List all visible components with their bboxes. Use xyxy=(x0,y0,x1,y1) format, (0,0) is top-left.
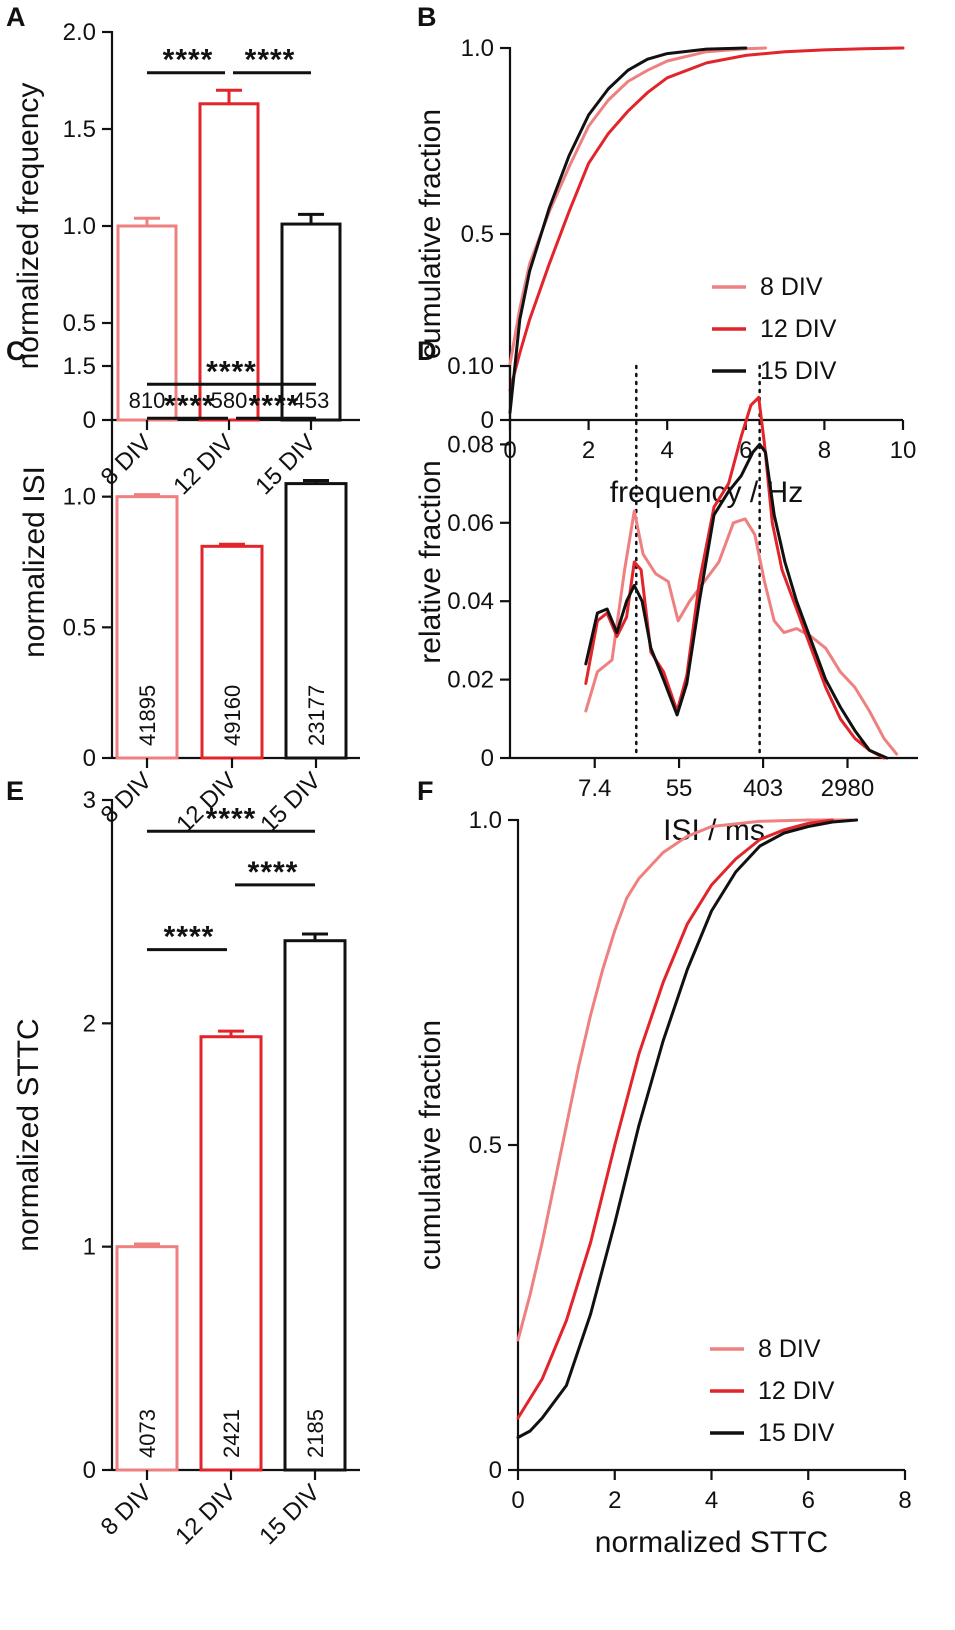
bar-count-label: 23177 xyxy=(304,685,329,746)
series-line-8-div xyxy=(516,818,854,1342)
x-category-label: 8 DIV xyxy=(96,767,158,829)
y-tick-label: 0 xyxy=(83,407,96,434)
bar-count-label: 453 xyxy=(293,388,330,413)
significance-stars: **** xyxy=(206,355,257,388)
x-tick-label: 2980 xyxy=(821,775,874,802)
panel-letter: C xyxy=(6,336,26,366)
x-category-label: 8 DIV xyxy=(96,429,158,491)
panel-a: A 0 0.5 1.0 1.5 2.0 normalized frequency 810 8 D… xyxy=(6,2,360,500)
x-category-label: 12 DIV xyxy=(168,429,239,500)
significance-stars: **** xyxy=(164,921,215,954)
y-tick-label: 0.5 xyxy=(63,310,96,337)
bar xyxy=(283,939,347,1472)
x-category-label: 12 DIV xyxy=(170,1479,241,1550)
series-line-15-div xyxy=(516,818,859,1439)
y-tick-label: 1.5 xyxy=(63,353,96,380)
x-tick-label: 6 xyxy=(802,1487,815,1514)
x-axis-title: frequency / Hz xyxy=(610,476,803,509)
series-line-8-div xyxy=(508,46,767,366)
panel-f: F 0 0.5 1.0 cumulative fraction 0 2 4 6 8 normaliz… xyxy=(414,776,912,1559)
significance-stars: **** xyxy=(248,856,299,889)
y-tick-label: 0.5 xyxy=(461,221,494,248)
significance-stars: **** xyxy=(249,389,300,422)
legend-label: 15 DIV xyxy=(760,357,837,385)
bar-count-label: 2421 xyxy=(219,1409,244,1458)
x-axis-title: normalized STTC xyxy=(595,1526,828,1559)
legend-label: 12 DIV xyxy=(760,315,837,343)
y-tick-label: 3 xyxy=(83,787,96,814)
x-tick-label: 0 xyxy=(511,1487,524,1514)
panel-letter: A xyxy=(6,2,26,32)
y-tick-label: 0.04 xyxy=(447,588,494,615)
x-tick-label: 2 xyxy=(608,1487,621,1514)
y-tick-label: 1.0 xyxy=(461,35,494,62)
y-tick-label: 2 xyxy=(83,1010,96,1037)
y-axis-title: normalized STTC xyxy=(12,1018,45,1251)
legend-label: 12 DIV xyxy=(758,1377,835,1405)
legend-label: 15 DIV xyxy=(758,1419,835,1447)
legend-label: 8 DIV xyxy=(758,1335,821,1363)
y-tick-label: 1.0 xyxy=(63,213,96,240)
series-line-12-div xyxy=(508,46,905,392)
x-category-label: 15 DIV xyxy=(254,1479,325,1550)
bar-count-label: 49160 xyxy=(220,685,245,746)
x-tick-label: 403 xyxy=(743,775,783,802)
y-tick-label: 0 xyxy=(83,1457,96,1484)
panel-e: E 0 1 2 3 normalized STTC 4073 8 DIV 2421 12 DIV 2… xyxy=(6,776,360,1550)
y-tick-label: 0 xyxy=(83,745,96,772)
y-axis-title: normalized ISI xyxy=(18,466,51,658)
bar-count-label: 4073 xyxy=(135,1409,160,1458)
y-tick-label: 0.10 xyxy=(447,353,494,380)
y-tick-label: 0 xyxy=(489,1457,502,1484)
y-tick-label: 1.0 xyxy=(63,484,96,511)
y-tick-label: 1.0 xyxy=(469,807,502,834)
y-tick-label: 2.0 xyxy=(63,19,96,46)
x-tick-label: 8 xyxy=(898,1487,911,1514)
significance-stars: **** xyxy=(163,44,214,77)
bar-count-label: 2185 xyxy=(303,1409,328,1458)
panel-d: D 0 0.02 0.04 0.06 0.08 0.10 relative fraction 7… xyxy=(414,336,918,847)
bar-count-label: 41895 xyxy=(135,685,160,746)
y-tick-label: 0.06 xyxy=(447,510,494,537)
y-tick-label: 0.08 xyxy=(447,431,494,458)
legend-label: 8 DIV xyxy=(760,273,823,301)
series-line-8-div xyxy=(584,509,899,756)
bar-count-label: 580 xyxy=(211,388,248,413)
panel-letter: D xyxy=(417,336,437,366)
series-line-12-div xyxy=(516,818,834,1420)
x-category-label: 8 DIV xyxy=(96,1479,158,1541)
y-tick-label: 0 xyxy=(481,745,494,772)
series-line-15-div xyxy=(584,442,889,760)
significance-stars: **** xyxy=(245,44,296,77)
bar xyxy=(115,1245,179,1472)
y-tick-label: 0 xyxy=(481,407,494,434)
y-tick-label: 0.02 xyxy=(447,667,494,694)
bar xyxy=(199,1035,263,1472)
x-tick-label: 7.4 xyxy=(578,775,611,802)
bar-count-label: 810 xyxy=(129,388,166,413)
y-axis-title: relative fraction xyxy=(414,460,447,663)
x-tick-label: 4 xyxy=(661,437,674,464)
y-tick-label: 0.5 xyxy=(469,1132,502,1159)
significance-stars: **** xyxy=(164,389,215,422)
panel-letter: F xyxy=(417,776,434,806)
x-tick-label: 4 xyxy=(705,1487,718,1514)
x-tick-label: 55 xyxy=(666,775,693,802)
bar xyxy=(280,222,342,422)
x-category-label: 15 DIV xyxy=(255,767,326,838)
x-tick-label: 2 xyxy=(582,437,595,464)
y-axis-title: cumulative fraction xyxy=(414,1020,447,1270)
series-line-15-div xyxy=(508,46,748,415)
x-tick-label: 10 xyxy=(890,437,917,464)
y-tick-label: 1 xyxy=(83,1234,96,1261)
y-axis-title: cumulative fraction xyxy=(414,109,447,359)
y-axis-title: normalized frequency xyxy=(12,83,45,370)
panel-letter: B xyxy=(417,2,437,32)
significance-stars: **** xyxy=(206,802,257,835)
y-tick-label: 0.5 xyxy=(63,614,96,641)
panel-letter: E xyxy=(6,776,24,806)
x-tick-label: 8 xyxy=(818,437,831,464)
y-tick-label: 1.5 xyxy=(63,116,96,143)
